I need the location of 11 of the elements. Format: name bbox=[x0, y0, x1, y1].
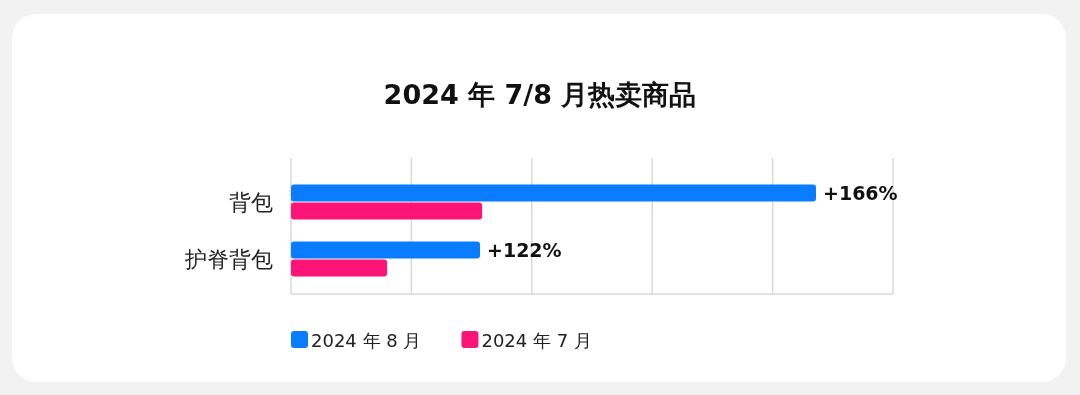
y-tick-label: 背包 bbox=[229, 190, 273, 215]
legend-label: 2024 年 7 月 bbox=[481, 330, 592, 351]
annotation: +122% bbox=[487, 239, 562, 261]
chart-title: 2024 年 7/8 月热卖商品 bbox=[383, 79, 697, 110]
y-tick-label: 护脊背包 bbox=[184, 247, 273, 272]
bar bbox=[291, 202, 483, 220]
bar bbox=[291, 184, 816, 202]
annotation: +166% bbox=[823, 182, 898, 204]
bar bbox=[291, 241, 480, 259]
bar bbox=[291, 259, 388, 277]
legend-label: 2024 年 8 月 bbox=[311, 330, 422, 351]
